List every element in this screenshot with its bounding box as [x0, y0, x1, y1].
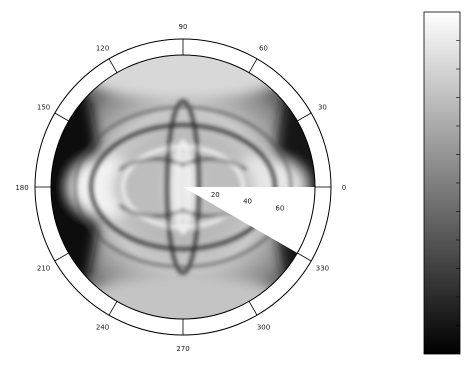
angle-tick-label-30: 30 [318, 104, 327, 112]
masked-sector [183, 187, 315, 254]
angle-tick-label-330: 330 [316, 265, 329, 273]
angle-tick-150 [54, 112, 69, 122]
colorbar-ticks [456, 40, 460, 326]
colorbar [423, 11, 461, 355]
colorbar-gradient [423, 11, 461, 355]
angle-tick-label-270: 270 [176, 345, 189, 353]
angle-tick-label-300: 300 [257, 323, 270, 331]
angle-tick-330 [297, 252, 312, 262]
masked-sector-wedge [183, 187, 315, 254]
angle-tick-labels: 0 30 60 90 120 150 180 210 240 270 300 330 [15, 23, 346, 353]
angle-tick-label-120: 120 [96, 45, 109, 53]
radial-tick-label-20: 20 [211, 191, 220, 199]
angle-tick-120 [108, 58, 118, 73]
radial-tick-label-40: 40 [243, 198, 252, 206]
radial-tick-labels: 20 40 60 [211, 191, 284, 213]
angle-tick-label-60: 60 [259, 45, 268, 53]
angle-tick-label-90: 90 [179, 23, 188, 31]
angle-tick-240 [108, 301, 118, 316]
angle-tick-label-150: 150 [37, 104, 50, 112]
radial-tick-label-60: 60 [275, 205, 284, 213]
angle-tick-60 [248, 58, 258, 73]
angle-tick-300 [248, 301, 258, 316]
angle-tick-label-210: 210 [37, 265, 50, 273]
angle-tick-label-180: 180 [15, 184, 28, 192]
angle-tick-210 [54, 252, 69, 262]
heatmap-field [51, 55, 315, 319]
angle-ticks [35, 39, 331, 335]
angle-tick-label-0: 0 [342, 184, 346, 192]
angle-tick-30 [297, 112, 312, 122]
angle-tick-label-240: 240 [96, 323, 109, 331]
